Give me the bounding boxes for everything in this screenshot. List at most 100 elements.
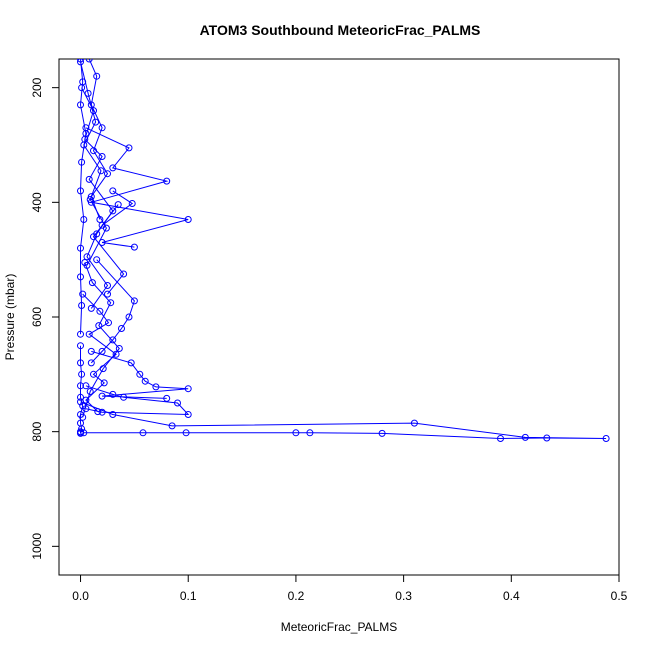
chart-title: ATOM3 Southbound MeteoricFrac_PALMS [200, 22, 481, 38]
data-point [112, 350, 120, 358]
data-point [93, 230, 101, 238]
data-point [96, 307, 104, 315]
series-10 [78, 84, 117, 312]
series-7 [87, 347, 192, 402]
data-point [90, 370, 97, 378]
series-8 [82, 382, 192, 418]
series-line [90, 259, 135, 364]
data-point [99, 365, 107, 373]
data-point [93, 72, 101, 80]
data-point [102, 224, 110, 232]
data-point [98, 408, 106, 416]
series-layer [77, 59, 610, 442]
x-axis-label: MeteoricFrac_PALMS [281, 620, 397, 634]
data-point [109, 336, 117, 344]
x-tick-label: 0.0 [72, 589, 89, 603]
data-point [85, 330, 93, 338]
series-4 [82, 124, 192, 251]
data-point [168, 422, 176, 430]
series-line [81, 87, 114, 309]
y-tick-label: 400 [30, 192, 44, 212]
data-point [378, 429, 386, 437]
data-point [78, 84, 86, 92]
data-point [130, 297, 138, 305]
data-point [114, 201, 122, 209]
series-5 [90, 187, 136, 298]
series-line [80, 61, 107, 266]
data-point [77, 359, 84, 367]
data-point [80, 216, 88, 223]
y-tick-label: 200 [30, 77, 44, 97]
data-point [81, 259, 89, 266]
data-point [306, 429, 314, 437]
x-tick-label: 0.1 [180, 589, 197, 603]
data-point [88, 279, 96, 287]
data-point [109, 164, 117, 172]
plot-frame [58, 58, 620, 576]
data-point [109, 411, 117, 418]
series-line [91, 350, 189, 399]
data-point [84, 89, 92, 97]
data-point [79, 413, 87, 421]
data-point [82, 382, 90, 390]
data-point [107, 299, 115, 307]
data-point [78, 158, 86, 166]
data-point [80, 141, 88, 149]
data-point [182, 429, 190, 437]
data-point [86, 388, 94, 395]
data-point [410, 419, 418, 427]
data-point [136, 370, 144, 378]
x-tick-label: 0.5 [611, 589, 628, 603]
x-tick-label: 0.3 [395, 589, 412, 603]
data-point [139, 429, 147, 437]
data-point [77, 342, 84, 350]
data-point [77, 393, 84, 401]
data-point [79, 290, 87, 298]
series-line [88, 59, 109, 220]
data-point [497, 435, 504, 442]
data-point [128, 200, 136, 207]
data-point [87, 359, 95, 367]
data-point [105, 319, 112, 327]
data-point [97, 167, 105, 175]
data-point [77, 330, 84, 338]
data-point [292, 429, 300, 437]
data-point [184, 385, 192, 393]
series-6 [87, 256, 138, 367]
data-point [77, 101, 84, 109]
x-tick-label: 0.2 [288, 589, 305, 603]
data-point [98, 124, 106, 132]
data-point [95, 322, 103, 330]
series-line [85, 127, 189, 248]
data-point [93, 256, 101, 264]
data-point [120, 270, 128, 278]
x-tick-label: 0.4 [503, 589, 520, 603]
data-point [130, 243, 138, 251]
series-line [82, 262, 120, 418]
data-point [87, 304, 95, 312]
data-point [521, 433, 529, 441]
data-point [77, 273, 84, 281]
data-point [174, 399, 181, 407]
data-point [543, 434, 551, 442]
data-point [104, 170, 111, 178]
data-point [118, 325, 125, 332]
data-point [104, 282, 111, 289]
y-tick-label: 800 [30, 421, 44, 441]
data-point [78, 370, 86, 378]
y-tick-label: 1000 [30, 533, 44, 560]
data-point [125, 144, 133, 152]
data-point [184, 216, 192, 223]
data-point [85, 175, 93, 183]
data-point [77, 382, 84, 390]
data-point [100, 379, 108, 387]
data-point [125, 313, 133, 321]
data-point [82, 124, 90, 132]
data-point [109, 187, 117, 195]
series-line [85, 385, 190, 416]
series-2 [77, 342, 87, 437]
series-line [80, 401, 607, 440]
data-point [104, 290, 111, 298]
data-point [85, 59, 93, 63]
